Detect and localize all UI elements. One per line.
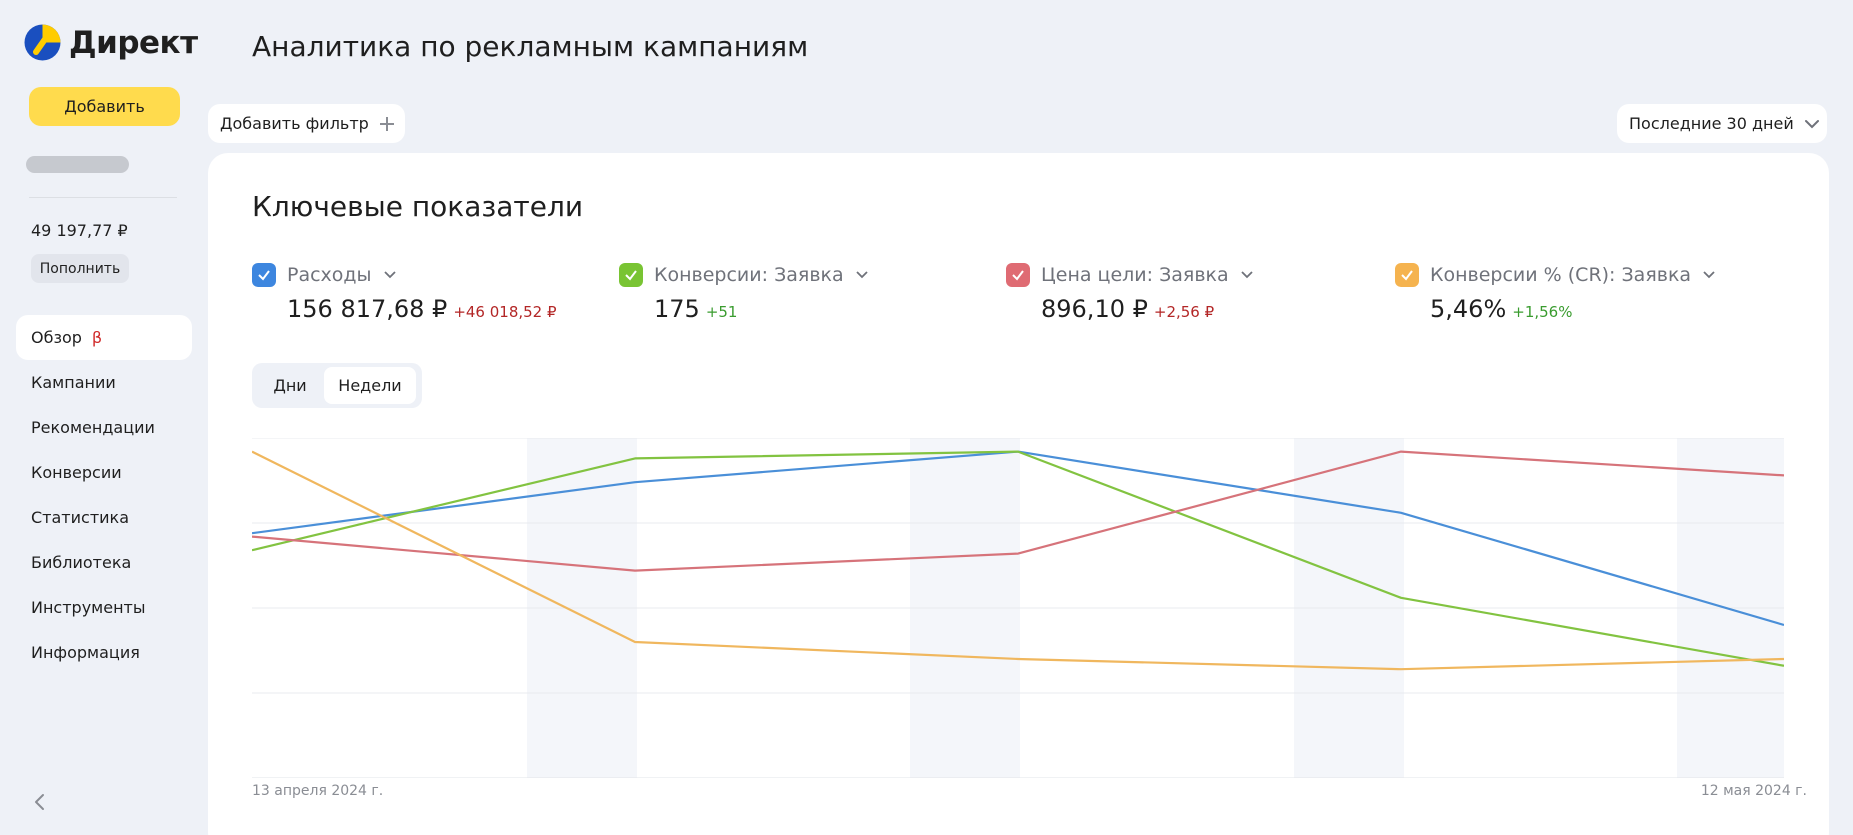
- series-line-2[interactable]: [252, 450, 1784, 667]
- sidebar-item-library[interactable]: Библиотека: [16, 540, 192, 585]
- metric-label: Конверсии % (CR): Заявка: [1430, 264, 1692, 286]
- series-line-4[interactable]: [252, 450, 1784, 671]
- metric-delta: +2,56 ₽: [1153, 303, 1215, 321]
- metric-value: 175: [654, 295, 700, 323]
- metric-checkbox[interactable]: [1006, 263, 1030, 287]
- card-title: Ключевые показатели: [252, 190, 584, 223]
- check-icon: [625, 270, 637, 281]
- check-icon: [1012, 270, 1024, 281]
- x-axis-end-label: 12 мая 2024 г.: [1700, 783, 1807, 799]
- divider: [29, 197, 177, 198]
- logo-text: Директ: [69, 24, 198, 61]
- check-icon: [258, 270, 270, 281]
- sidebar-item-label: Информация: [31, 643, 140, 662]
- metric-delta: +51: [705, 303, 738, 321]
- logo[interactable]: Директ: [24, 24, 198, 61]
- sidebar-item-info[interactable]: Информация: [16, 630, 192, 675]
- sidebar-item-label: Конверсии: [31, 463, 122, 482]
- account-balance: 49 197,77 ₽: [31, 221, 128, 240]
- add-button[interactable]: Добавить: [29, 87, 180, 126]
- sidebar-item-tools[interactable]: Инструменты: [16, 585, 192, 630]
- add-filter-button[interactable]: Добавить фильтр: [208, 104, 405, 143]
- granularity-switch: Дни Недели: [252, 363, 422, 408]
- metric-checkbox[interactable]: [619, 263, 643, 287]
- sidebar-item-recommendations[interactable]: Рекомендации: [16, 405, 192, 450]
- sidebar-item-label: Статистика: [31, 508, 129, 527]
- sidebar: Директ Добавить 49 197,77 ₽ Пополнить Об…: [0, 0, 207, 835]
- metric-value: 5,46%: [1430, 295, 1507, 323]
- sidebar-item-label: Обзор: [31, 328, 82, 347]
- metric-label: Цена цели: Заявка: [1041, 264, 1229, 286]
- metric-checkbox[interactable]: [1395, 263, 1419, 287]
- metric-delta: +46 018,52 ₽: [453, 303, 557, 321]
- plus-icon: [379, 116, 394, 131]
- sidebar-item-conversions[interactable]: Конверсии: [16, 450, 192, 495]
- period-label: Последние 30 дней: [1629, 114, 1794, 133]
- chevron-down-icon[interactable]: [855, 268, 869, 282]
- check-icon: [1401, 270, 1413, 281]
- metric-label: Расходы: [287, 264, 372, 286]
- topup-button[interactable]: Пополнить: [31, 254, 129, 283]
- add-filter-label: Добавить фильтр: [220, 114, 369, 133]
- sidebar-item-label: Инструменты: [31, 598, 146, 617]
- tab-weeks[interactable]: Недели: [324, 367, 416, 404]
- tab-days[interactable]: Дни: [273, 376, 307, 395]
- metric-label: Конверсии: Заявка: [654, 264, 844, 286]
- chevron-down-icon[interactable]: [383, 268, 397, 282]
- key-metrics-card: Ключевые показатели Расходы 156 817,68 ₽…: [208, 153, 1829, 835]
- chevron-down-icon[interactable]: [1240, 268, 1254, 282]
- sidebar-item-label: Кампании: [31, 373, 116, 392]
- sidebar-item-label: Рекомендации: [31, 418, 155, 437]
- metric-value: 896,10 ₽: [1041, 295, 1148, 323]
- chevron-down-icon: [1804, 119, 1819, 128]
- metric-conversions: Конверсии: Заявка 175 +51: [619, 263, 869, 323]
- metric-goal-price: Цена цели: Заявка 896,10 ₽ +2,56 ₽: [1006, 263, 1254, 323]
- sidebar-item-statistics[interactable]: Статистика: [16, 495, 192, 540]
- metric-checkbox[interactable]: [252, 263, 276, 287]
- sidebar-item-overview[interactable]: Обзор β: [16, 315, 192, 360]
- sidebar-item-label: Библиотека: [31, 553, 132, 572]
- sidebar-item-campaigns[interactable]: Кампании: [16, 360, 192, 405]
- sidebar-nav: Обзор β Кампании Рекомендации Конверсии …: [16, 315, 192, 675]
- metric-value: 156 817,68 ₽: [287, 295, 448, 323]
- period-select[interactable]: Последние 30 дней: [1617, 104, 1827, 143]
- series-line-3[interactable]: [252, 450, 1784, 572]
- direct-logo-icon: [24, 24, 61, 61]
- metric-cr: Конверсии % (CR): Заявка 5,46% +1,56%: [1395, 263, 1716, 323]
- metrics-line-chart: [252, 438, 1784, 778]
- x-axis-start-label: 13 апреля 2024 г.: [252, 783, 384, 799]
- metric-delta: +1,56%: [1512, 303, 1573, 321]
- chevron-down-icon[interactable]: [1702, 268, 1716, 282]
- chevron-left-icon[interactable]: [30, 792, 50, 812]
- metric-spend: Расходы 156 817,68 ₽ +46 018,52 ₽: [252, 263, 557, 323]
- account-name-placeholder[interactable]: [26, 156, 129, 173]
- beta-badge: β: [91, 328, 103, 347]
- page-title: Аналитика по рекламным кампаниям: [252, 30, 809, 63]
